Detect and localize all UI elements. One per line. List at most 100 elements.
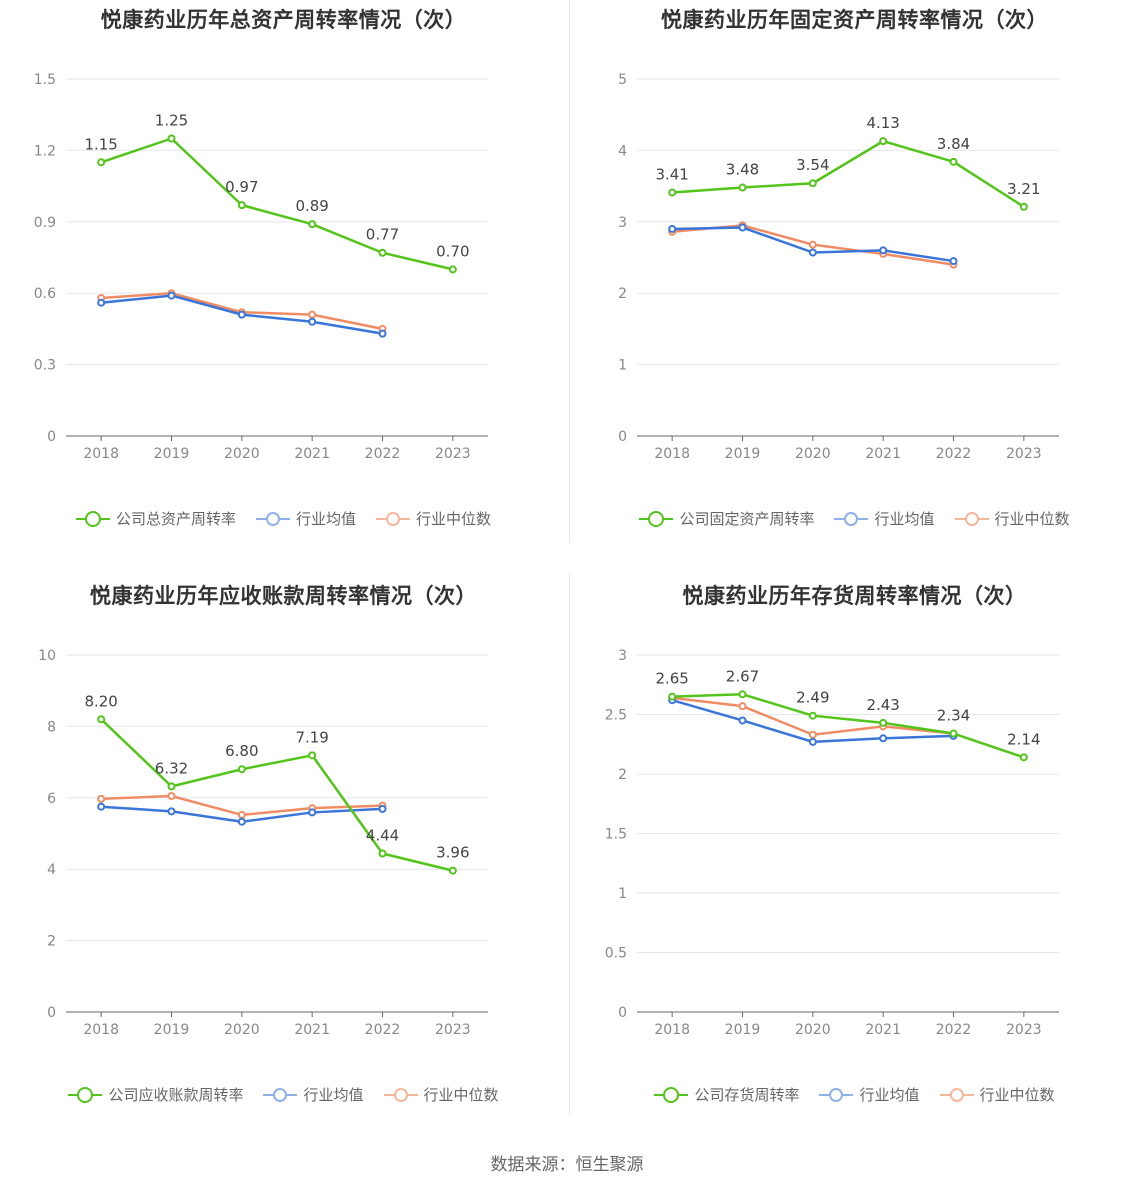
data-point-median: [167, 792, 176, 801]
chart-legend: 公司存货周转率 行业均值 行业中位数: [571, 1084, 1134, 1105]
x-tick-label: 2019: [154, 1022, 190, 1038]
data-label: 0.77: [366, 226, 399, 244]
data-label: 2.65: [655, 670, 688, 688]
y-tick-label: 0.6: [34, 286, 56, 302]
data-label: 2.49: [796, 689, 829, 707]
chart-svg: 0 0.3 0.6 0.9 1.2 1.5 2018 2019 2020 2021 2022 2023…: [34, 72, 488, 462]
legend-item-median[interactable]: 行业中位数: [376, 508, 491, 529]
legend-item-company[interactable]: 公司应收账款周转率: [68, 1084, 243, 1105]
x-tick-label: 2019: [725, 446, 761, 462]
y-tick-label: 0: [47, 429, 56, 445]
data-label: 4.13: [866, 114, 899, 132]
chart-title: 悦康药业历年存货周转率情况（次）: [682, 584, 1027, 608]
data-point-avg: [738, 223, 747, 232]
data-point-avg: [879, 246, 888, 255]
data-point-avg: [949, 257, 958, 266]
x-tick-label: 2018: [654, 1022, 690, 1038]
y-tick-label: 0: [618, 1005, 627, 1021]
legend-item-company[interactable]: 公司总资产周转率: [75, 508, 236, 529]
data-point-company: [879, 137, 888, 146]
legend-company-icon: [68, 1086, 103, 1103]
data-point-company: [97, 158, 106, 167]
data-point-company: [738, 690, 747, 699]
legend-company-label: 公司固定资产周转率: [679, 510, 815, 528]
data-label: 0.97: [225, 178, 258, 196]
data-point-avg: [879, 734, 888, 743]
data-label: 3.54: [796, 156, 829, 174]
chart-panel-inventory-turnover: 悦康药业历年存货周转率情况（次） 0 0.5 1 1.5 2 2.5 3 2018 2019 20…: [571, 576, 1134, 1152]
x-tick-label: 2021: [294, 446, 330, 462]
data-label: 6.80: [225, 742, 258, 760]
legend-avg-icon: [834, 511, 869, 526]
chart-legend: 公司总资产周转率 行业均值 行业中位数: [0, 508, 567, 529]
x-tick-label: 2018: [654, 446, 690, 462]
data-point-avg: [167, 291, 176, 300]
data-point-avg: [738, 716, 747, 725]
legend-company-icon: [639, 510, 674, 527]
legend-item-avg[interactable]: 行业均值: [263, 1084, 364, 1105]
legend-item-avg[interactable]: 行业均值: [819, 1084, 920, 1105]
legend-item-median[interactable]: 行业中位数: [954, 508, 1070, 529]
legend-median-icon: [383, 1087, 418, 1102]
x-tick-label: 2022: [936, 446, 972, 462]
x-tick-label: 2019: [725, 1022, 761, 1038]
data-point-avg: [378, 804, 387, 813]
legend-item-avg[interactable]: 行业均值: [834, 508, 935, 529]
panel-divider-top: [569, 0, 570, 542]
data-point-company: [448, 866, 457, 875]
y-tick-label: 0.5: [605, 946, 627, 962]
data-point-company: [308, 751, 317, 760]
chart-panel-fixed-asset-turnover: 悦康药业历年固定资产周转率情况（次） 0 1 2 3 4 5 2018 2019 2020 202…: [571, 0, 1134, 576]
data-label: 3.21: [1007, 180, 1040, 198]
x-tick-label: 2022: [936, 1022, 972, 1038]
data-label: 1.25: [155, 112, 188, 130]
y-tick-label: 1: [618, 886, 627, 902]
y-tick-label: 2: [618, 286, 627, 302]
legend-item-company[interactable]: 公司存货周转率: [654, 1084, 799, 1105]
data-label: 1.15: [84, 135, 117, 153]
legend-avg-label: 行业均值: [874, 510, 935, 528]
x-tick-label: 2023: [1006, 446, 1042, 462]
chart-legend: 公司应收账款周转率 行业均值 行业中位数: [0, 1084, 567, 1105]
data-label: 8.20: [84, 692, 117, 710]
data-point-company: [378, 248, 387, 257]
data-point-company: [97, 715, 106, 724]
x-tick-label: 2020: [224, 446, 260, 462]
data-point-avg: [308, 317, 317, 326]
data-point-company: [448, 265, 457, 274]
panel-divider-bottom: [569, 574, 570, 1116]
series-line-company: [672, 693, 1025, 759]
legend-item-avg[interactable]: 行业均值: [255, 508, 356, 529]
data-point-median: [97, 794, 106, 803]
chart-panel-receivables-turnover: 悦康药业历年应收账款周转率情况（次） 0 2 4 6 8 10 2018 2019 2020 20…: [0, 576, 567, 1152]
legend-median-label: 行业中位数: [423, 1086, 499, 1104]
chart-title: 悦康药业历年固定资产周转率情况（次）: [661, 8, 1048, 32]
data-point-avg: [237, 310, 246, 319]
x-tick-label: 2021: [294, 1022, 330, 1038]
legend-avg-icon: [819, 1087, 854, 1102]
legend-avg-icon: [255, 511, 290, 526]
data-point-company: [378, 849, 387, 858]
data-label: 3.41: [655, 166, 688, 184]
data-label: 2.67: [726, 667, 759, 685]
legend-company-label: 公司总资产周转率: [115, 510, 236, 528]
data-point-company: [167, 134, 176, 143]
data-label: 4.44: [366, 826, 399, 844]
y-tick-label: 1.5: [34, 72, 56, 88]
legend-item-median[interactable]: 行业中位数: [383, 1084, 499, 1105]
data-point-company: [949, 157, 958, 166]
chart-legend: 公司固定资产周转率 行业均值 行业中位数: [571, 508, 1134, 529]
legend-company-label: 公司存货周转率: [694, 1086, 800, 1104]
legend-median-label: 行业中位数: [994, 510, 1070, 528]
y-tick-label: 2: [47, 934, 56, 950]
legend-company-label: 公司应收账款周转率: [108, 1086, 244, 1104]
data-point-median: [738, 702, 747, 711]
x-tick-label: 2023: [1006, 1022, 1042, 1038]
legend-item-median[interactable]: 行业中位数: [939, 1084, 1055, 1105]
data-label: 2.34: [937, 707, 970, 725]
data-label: 3.96: [436, 844, 469, 862]
data-point-company: [808, 711, 817, 720]
data-point-avg: [167, 807, 176, 816]
legend-item-company[interactable]: 公司固定资产周转率: [639, 508, 814, 529]
data-label: 7.19: [295, 728, 328, 746]
